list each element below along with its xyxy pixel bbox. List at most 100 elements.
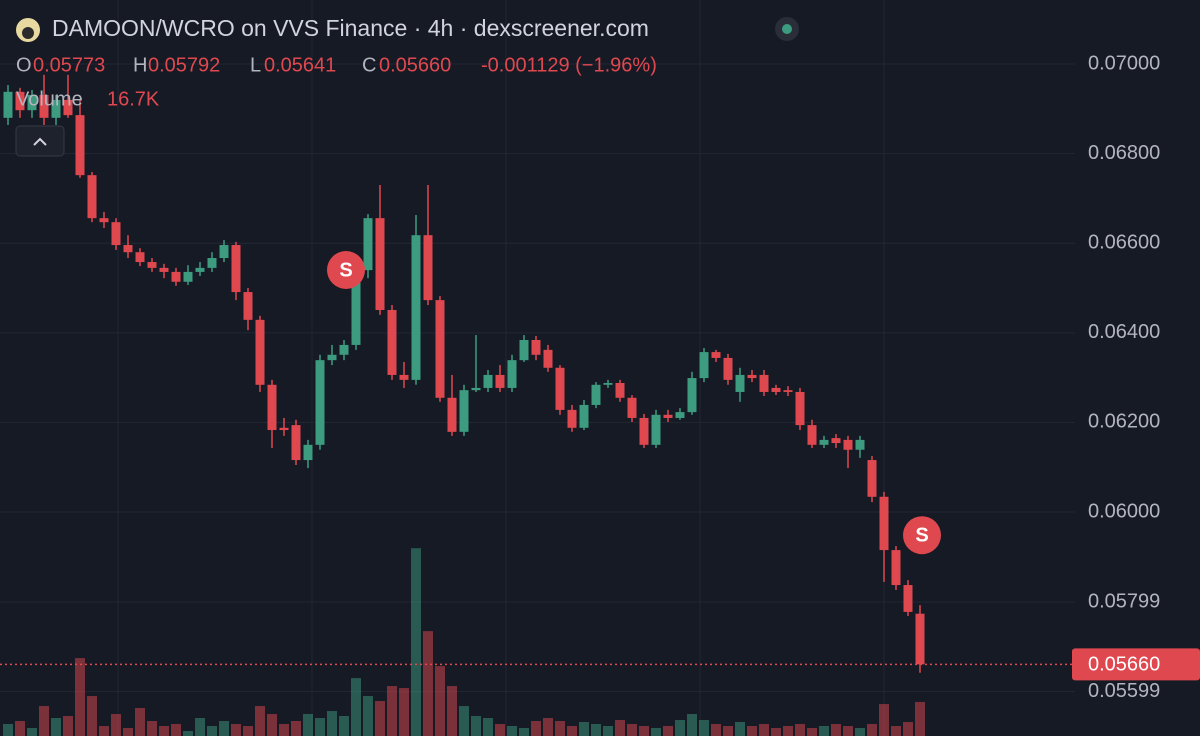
volume-bar (351, 678, 361, 736)
candle-body (819, 439, 829, 445)
candle-body (723, 357, 733, 380)
volume-legend-name: Volume (16, 88, 83, 110)
candle-body (447, 397, 457, 432)
volume-bar (27, 728, 37, 736)
volume-bar (819, 726, 829, 736)
volume-bar (483, 718, 493, 736)
ohlc-legend: O 0.05773 H 0.05792 L 0.05641 C 0.05660 (16, 54, 451, 76)
ohlc-key: O (16, 54, 32, 76)
candle-body (51, 99, 61, 118)
candle-body (75, 115, 85, 176)
candle-body (495, 374, 505, 388)
token-icon-detail (22, 27, 34, 39)
candle-body (423, 235, 433, 301)
volume-bar (171, 724, 181, 736)
volume-bar (603, 726, 613, 736)
chart-title: DAMOON/WCRO on VVS Finance · 4h · dexscr… (52, 15, 649, 41)
candle-body (627, 397, 637, 418)
candle-body (123, 245, 133, 253)
volume-bar (867, 724, 877, 736)
candle-body (639, 417, 649, 445)
volume-bar (591, 724, 601, 736)
candle-body (519, 340, 529, 361)
volume-bar (495, 724, 505, 736)
candle-body (807, 425, 817, 445)
candle-body (351, 270, 361, 345)
volume-bar (555, 721, 565, 736)
candle-body (135, 252, 145, 263)
candle-body (291, 425, 301, 461)
candle-body (591, 384, 601, 405)
volume-bar (207, 726, 217, 736)
change-label: -0.001129 (−1.96%) (481, 54, 657, 76)
volume-bar (543, 718, 553, 736)
volume-bar (87, 696, 97, 736)
candle-body (687, 378, 697, 413)
volume-bar (639, 726, 649, 736)
volume-bar (195, 718, 205, 736)
candle-body (363, 218, 373, 271)
candle-body (867, 460, 877, 497)
volume-bar (279, 724, 289, 736)
volume-bar (267, 714, 277, 736)
volume-bar (255, 706, 265, 736)
volume-bar (747, 726, 757, 736)
status-dot (782, 24, 792, 34)
trade-marker-label: S (339, 259, 352, 281)
candle-body (603, 383, 613, 385)
volume-bar (771, 728, 781, 736)
volume-bar (915, 701, 925, 736)
trade-marker (903, 516, 941, 555)
volume-bar (651, 728, 661, 736)
volume-bar (387, 686, 397, 736)
volume-bar (615, 720, 625, 736)
candle-body (903, 585, 913, 612)
candle-body (63, 99, 73, 116)
collapse-icon (33, 137, 47, 146)
volume-bar (75, 658, 85, 736)
collapse-button[interactable] (15, 125, 65, 157)
candle-body (39, 94, 49, 118)
candle-body (159, 267, 169, 272)
volume-bar (531, 721, 541, 736)
candle-body (207, 258, 217, 268)
volume-bar (843, 726, 853, 736)
candle-body (855, 439, 865, 450)
volume-bar (711, 724, 721, 736)
volume-bar (723, 726, 733, 736)
overlay: 0.05660 S S (0, 251, 1200, 681)
ohlc-value: 0.05773 (33, 54, 105, 76)
last-price-box (1072, 648, 1200, 681)
volume-bar (879, 704, 889, 736)
candle-body (27, 94, 37, 111)
volume-bar (183, 731, 193, 736)
volume-bar (783, 726, 793, 736)
candle-body (771, 387, 781, 392)
candle-body (411, 235, 421, 380)
candle-body (147, 262, 157, 268)
volume-bar (699, 720, 709, 736)
candle-body (87, 175, 97, 219)
volume-bar (135, 708, 145, 736)
volume-bar (363, 696, 373, 736)
volume-bar (627, 724, 637, 736)
candle-body (651, 414, 661, 445)
volume-bar (435, 666, 445, 736)
volume-bar (39, 706, 49, 736)
candle-body (339, 344, 349, 355)
candle-body (735, 374, 745, 392)
grid: 0.05599 0.05799 0.06000 0.06200 0.06400 0.066… (0, 52, 1160, 702)
volume-bar (795, 724, 805, 736)
volume-bar (15, 721, 25, 736)
candle-body (255, 319, 265, 385)
volume-bar (399, 688, 409, 736)
candle-body (699, 352, 709, 379)
candle-body (615, 383, 625, 398)
volume-bar (507, 726, 517, 736)
volume-bar (291, 721, 301, 736)
candle-body (579, 404, 589, 428)
header: DAMOON/WCRO on VVS Finance · 4h · dexscr… (15, 15, 799, 157)
y-tick-label: 0.07000 (1088, 52, 1160, 74)
y-tick-label: 0.06400 (1088, 321, 1160, 343)
